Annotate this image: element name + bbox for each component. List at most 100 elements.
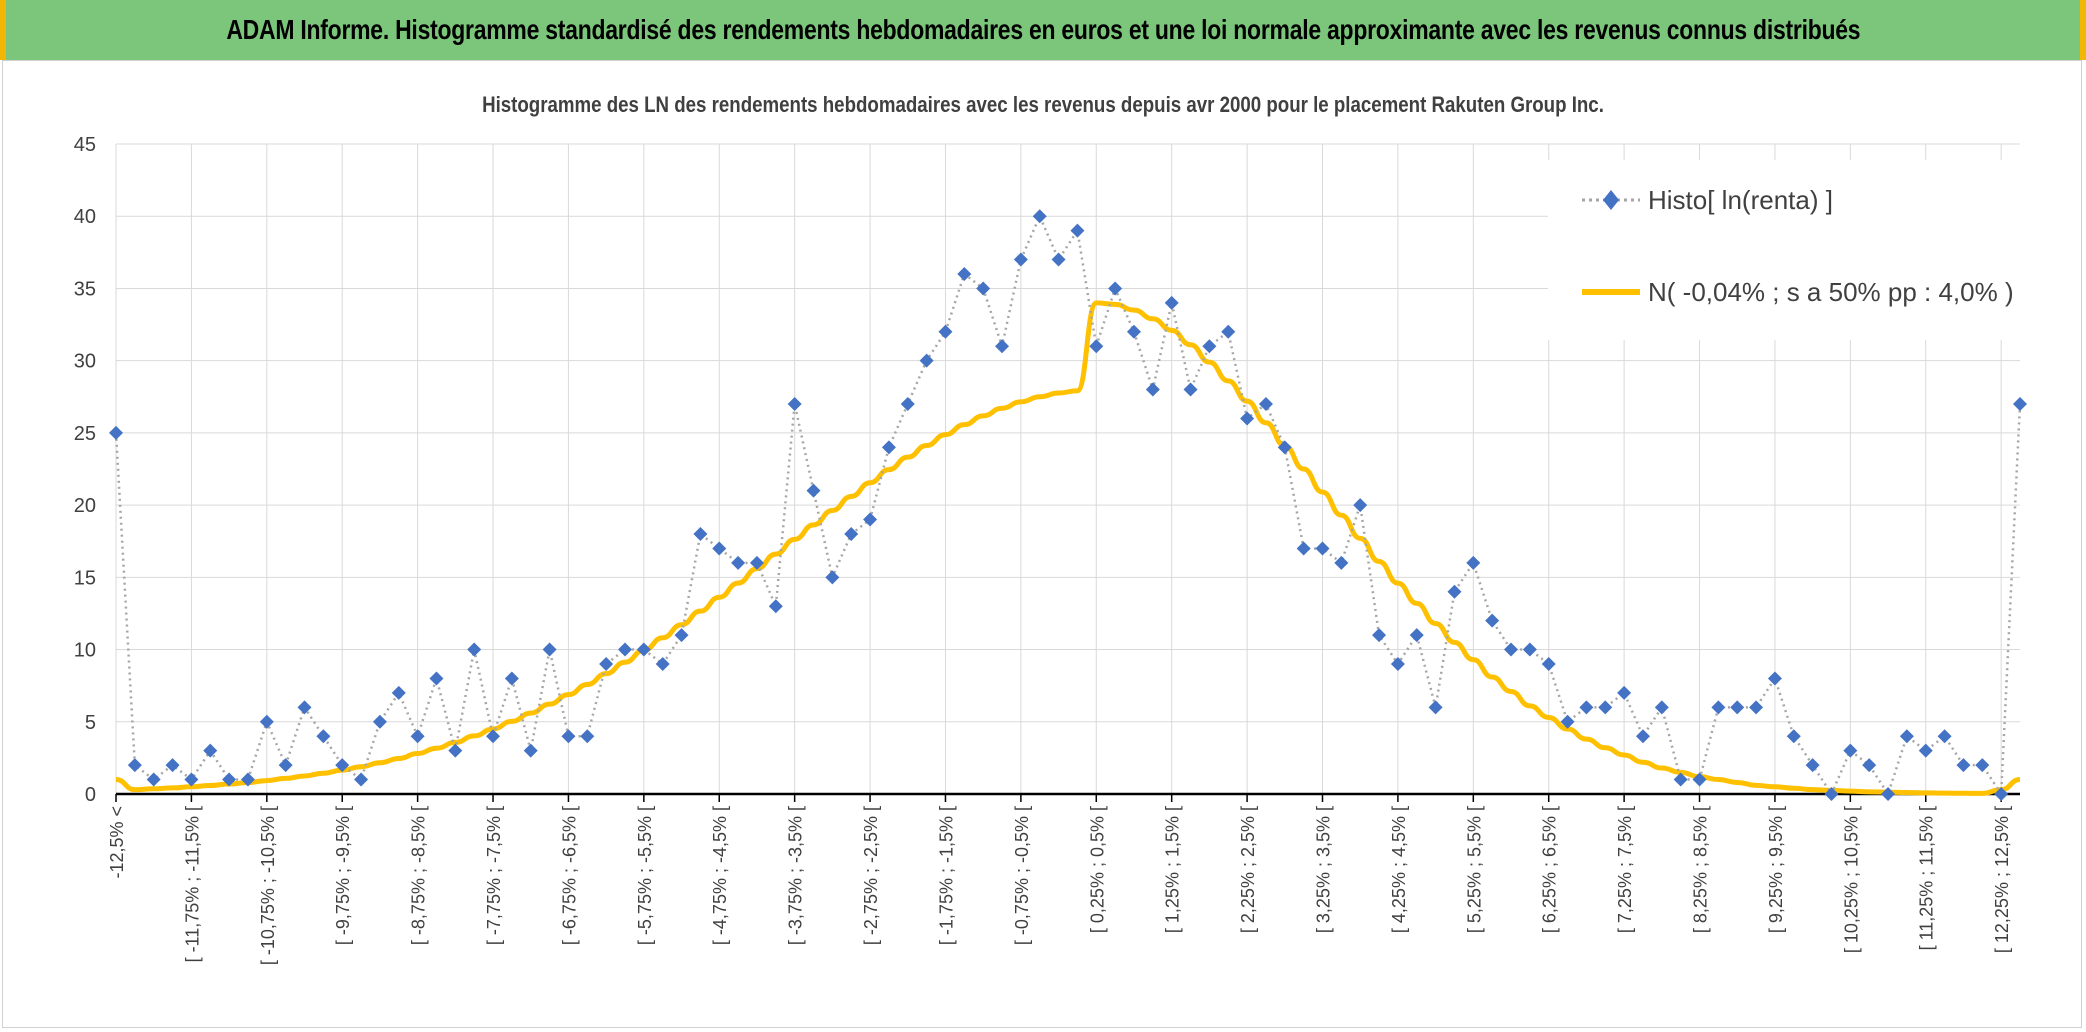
x-tick-label: [ -10,75% ; -10,5% [ <box>258 806 278 965</box>
x-tick-label: [ 10,25% ; 10,5% [ <box>1841 806 1861 953</box>
histogram-point <box>1918 743 1933 758</box>
histogram-point <box>768 599 783 614</box>
histogram-point <box>1145 382 1160 397</box>
histogram-point <box>1334 555 1349 570</box>
x-tick-label: [ 7,25% ; 7,5% [ <box>1615 806 1635 933</box>
x-tick-label: [ -0,75% ; -0,5% [ <box>1012 806 1032 945</box>
legend-diamond-icon <box>1603 190 1619 210</box>
y-tick-label: 10 <box>74 640 96 662</box>
histogram-point <box>1504 642 1519 657</box>
x-tick-label: [ -7,75% ; -7,5% [ <box>484 806 504 945</box>
x-tick-label: [ 1,25% ; 1,5% [ <box>1163 806 1183 933</box>
y-tick-label: 20 <box>74 495 96 517</box>
histogram-point <box>1673 772 1688 787</box>
histogram-point <box>1164 295 1179 310</box>
histogram-point <box>617 642 632 657</box>
histogram-point <box>429 671 444 686</box>
histogram-point <box>1485 613 1500 628</box>
histogram-point <box>712 541 727 556</box>
histogram-point <box>1390 657 1405 671</box>
histogram-point <box>561 729 576 744</box>
histogram-point <box>1975 758 1990 773</box>
histogram-point <box>109 425 123 440</box>
y-tick-label: 25 <box>74 423 96 445</box>
y-tick-label: 5 <box>85 712 96 734</box>
histogram-point <box>1070 223 1085 238</box>
histogram-point <box>655 657 670 671</box>
histogram-point <box>2013 397 2027 411</box>
y-tick-label: 15 <box>74 567 96 589</box>
histogram-point <box>1654 700 1669 715</box>
histogram-point <box>165 758 180 773</box>
histogram-point <box>146 772 161 787</box>
histogram-point <box>1466 555 1481 570</box>
histogram-point <box>335 758 350 773</box>
histogram-point <box>504 671 519 686</box>
histogram-point <box>976 281 991 296</box>
histogram-point <box>1711 700 1726 715</box>
histogram-point <box>599 657 614 671</box>
histogram-point <box>1126 324 1141 339</box>
x-tick-label: [ -5,75% ; -5,5% [ <box>635 806 655 945</box>
chart-title: Histogramme des LN des rendements hebdom… <box>482 94 1604 118</box>
legend-normal-label: N( -0,04% ; s a 50% pp : 4,0% ) <box>1648 277 2014 307</box>
histogram-point <box>1183 382 1198 397</box>
histogram-point <box>410 729 425 744</box>
normal-curve-line <box>115 300 2021 796</box>
histogram-point <box>863 512 878 527</box>
x-tick-label: [ 6,25% ; 6,5% [ <box>1540 806 1560 933</box>
histogram-point <box>806 483 821 498</box>
histogram-point <box>1560 714 1575 729</box>
x-tick-label: [ 4,25% ; 4,5% [ <box>1389 806 1409 933</box>
histogram-point <box>1353 498 1368 513</box>
histogram-point <box>825 570 840 585</box>
histogram-point <box>127 758 142 773</box>
histogram-point <box>580 729 595 744</box>
histogram-point <box>1579 700 1594 715</box>
x-axis: -12,5% < [ -11,75% ; -11,5% [ [ -10,75% ; … <box>107 792 2020 965</box>
histogram-point <box>1221 324 1236 339</box>
legend-histo-label: Histo[ ln(renta) ] <box>1648 185 1833 215</box>
histogram-point <box>184 772 199 787</box>
x-tick-label: [ 11,25% ; 11,5% [ <box>1917 806 1937 950</box>
histogram-point <box>1617 685 1632 700</box>
y-tick-label: 0 <box>85 784 96 806</box>
histogram-point <box>316 729 331 744</box>
histogram-point <box>1447 584 1462 599</box>
histogram-point <box>523 743 538 758</box>
histogram-point <box>467 642 482 657</box>
histogram-point <box>881 440 896 455</box>
y-axis: 0 5 10 15 20 25 30 35 40 45 <box>74 134 96 806</box>
histogram-point <box>278 758 293 773</box>
x-tick-label: [ -11,75% ; -11,5% [ <box>182 806 202 962</box>
histogram-point <box>1409 628 1424 643</box>
x-tick-label: [ 2,25% ; 2,5% [ <box>1238 806 1258 933</box>
histogram-point <box>1749 700 1764 715</box>
x-tick-label: [ 8,25% ; 8,5% [ <box>1691 806 1711 933</box>
report-title: ADAM Informe. Histogramme standardisé de… <box>226 14 1860 45</box>
histogram-point <box>354 772 369 787</box>
x-tick-label: [ -9,75% ; -9,5% [ <box>333 806 353 945</box>
histogram-point <box>1843 743 1858 758</box>
x-tick-label: [ -2,75% ; -2,5% [ <box>861 806 881 945</box>
x-tick-label: [ -6,75% ; -6,5% [ <box>559 806 579 945</box>
y-tick-label: 40 <box>74 206 96 228</box>
x-tick-label: -12,5% < <box>107 806 127 879</box>
histogram-point <box>1881 787 1896 801</box>
x-tick-label: [ -4,75% ; -4,5% [ <box>710 806 730 945</box>
histogram-point <box>1051 252 1066 267</box>
histogram-point <box>1598 700 1613 715</box>
histogram-point <box>938 324 953 339</box>
x-tick-label: [ 9,25% ; 9,5% [ <box>1766 806 1786 933</box>
histogram-point <box>1805 758 1820 773</box>
histogram-point <box>1013 252 1028 267</box>
histogram-point <box>222 772 237 787</box>
histogram-point <box>844 527 859 541</box>
histogram-point <box>995 339 1010 354</box>
x-tick-label: [ -3,75% ; -3,5% [ <box>786 806 806 945</box>
grid-lines <box>115 143 2020 794</box>
histogram-point <box>1296 541 1311 556</box>
histogram-point <box>1089 339 1104 354</box>
histogram-point <box>1315 541 1330 556</box>
